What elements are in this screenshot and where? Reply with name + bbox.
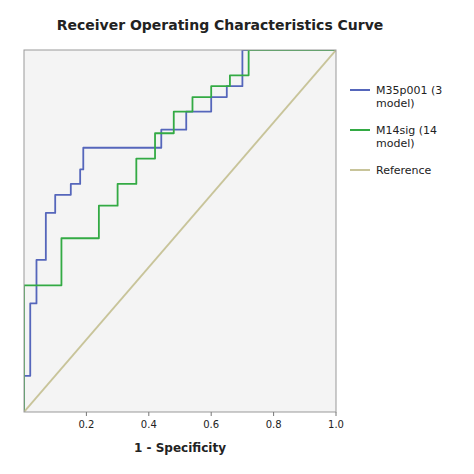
- legend-label-line: model): [376, 97, 415, 110]
- x-axis-label: 1 - Specificity: [134, 441, 226, 455]
- x-tick-label: 0.6: [203, 419, 219, 430]
- x-tick-label: 0.8: [266, 419, 282, 430]
- series-line: [24, 50, 336, 412]
- legend-label: M35p001 (3model): [376, 84, 442, 110]
- legend-swatch: [350, 129, 370, 131]
- legend-swatch: [350, 169, 370, 171]
- series-line: [24, 50, 336, 412]
- chart: 0.2 0.4 0.6 0.8 1.0 Receiver Operating Charac…: [0, 0, 474, 474]
- legend-label-line: M35p001 (3: [376, 84, 442, 97]
- series-line: [24, 50, 336, 412]
- x-tick: [211, 412, 212, 416]
- x-tick: [336, 412, 337, 416]
- x-tick-label: 0.2: [78, 419, 94, 430]
- plot-area: [24, 50, 336, 412]
- legend-label: Reference: [376, 164, 432, 177]
- title: Receiver Operating Characteristics Curve: [57, 17, 384, 33]
- legend: M35p001 (3model)M14sig (14model)Referenc…: [350, 84, 442, 177]
- legend-label-line: M14sig (14: [376, 124, 437, 137]
- x-tick: [273, 412, 274, 416]
- plot-frame: [24, 50, 336, 412]
- legend-label-line: model): [376, 137, 415, 150]
- legend-label: M14sig (14model): [376, 124, 437, 150]
- series-group: [24, 50, 336, 412]
- x-tick: [86, 412, 87, 416]
- x-tick: [148, 412, 149, 416]
- legend-swatch: [350, 89, 370, 91]
- x-tick-label: 0.4: [141, 419, 157, 430]
- x-tick-label: 1.0: [328, 419, 344, 430]
- legend-label-line: Reference: [376, 164, 432, 177]
